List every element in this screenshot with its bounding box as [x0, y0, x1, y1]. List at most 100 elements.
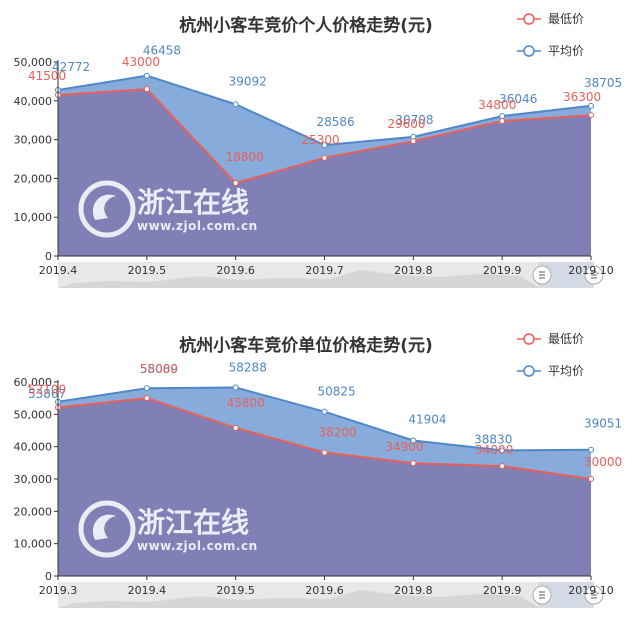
legend-label: 平均价 — [548, 44, 584, 58]
x-tick-label: 2019.4 — [128, 584, 167, 597]
lowest-price-data-label: 30000 — [584, 455, 622, 469]
average-price-data-label: 28586 — [317, 115, 355, 129]
average-price-point[interactable] — [321, 142, 328, 149]
data-zoom-handle-icon[interactable] — [532, 265, 552, 285]
x-tick-label: 2019.4 — [39, 264, 78, 277]
lowest-price-point[interactable] — [588, 112, 594, 119]
lowest-price-point[interactable] — [143, 395, 150, 402]
x-tick-label: 2019.9 — [483, 584, 522, 597]
y-tick-label: 40,000 — [14, 441, 53, 454]
average-price-data-label: 36046 — [499, 92, 537, 106]
average-price-data-label: 58089 — [140, 362, 178, 376]
watermark-name: 浙江在线 — [137, 186, 249, 219]
lowest-price-data-label: 34000 — [475, 443, 513, 457]
average-price-data-label: 39092 — [229, 74, 267, 88]
lowest-price-data-label: 36300 — [563, 90, 601, 104]
lowest-price-data-label: 55000 — [140, 362, 178, 376]
average-price-data-label: 42772 — [52, 60, 90, 74]
x-tick-label: 2019.5 — [216, 584, 255, 597]
average-price-point[interactable] — [143, 385, 150, 392]
unit-price-chart-svg: 杭州小客车竞价单位价格走势(元) 最低价平均价浙江在线www.zjol.com.c… — [14, 332, 622, 608]
logo-swirl — [92, 514, 116, 540]
watermark-name: 浙江在线 — [137, 506, 249, 539]
individual-price-chart: 杭州小客车竞价个人价格走势(元) 最低价平均价浙江在线 www.zjol.com.c… — [0, 0, 640, 310]
chart-title: 杭州小客车竞价个人价格走势(元) — [179, 15, 433, 36]
lowest-price-point[interactable] — [499, 463, 506, 470]
x-tick-label: 2019.10 — [568, 584, 614, 597]
legend-item-average-price[interactable]: 平均价 — [517, 364, 584, 378]
lowest-price-point[interactable] — [321, 449, 328, 456]
legend-label: 平均价 — [548, 364, 584, 378]
average-price-point[interactable] — [143, 72, 150, 79]
y-tick-label: 20,000 — [14, 172, 53, 185]
legend-item-average-price[interactable]: 平均价 — [517, 44, 584, 58]
x-tick-label: 2019.10 — [568, 264, 614, 277]
y-tick-label: 50,000 — [14, 408, 53, 421]
data-zoom-slider[interactable] — [58, 262, 604, 288]
y-tick-label: 0 — [45, 250, 52, 263]
y-tick-label: 50,000 — [14, 56, 53, 69]
x-tick-label: 2019.7 — [305, 264, 344, 277]
average-price-data-label: 41904 — [408, 413, 446, 427]
average-price-point[interactable] — [410, 437, 417, 444]
y-tick-label: 40,000 — [14, 95, 53, 108]
y-tick-label: 30,000 — [14, 134, 53, 147]
lowest-price-point[interactable] — [143, 86, 150, 93]
x-tick-label: 2019.6 — [216, 264, 255, 277]
average-price-data-label: 46458 — [143, 44, 181, 58]
lowest-price-data-label: 18800 — [226, 150, 264, 164]
zjol-swirl-logo-icon — [78, 180, 136, 238]
lowest-price-area — [58, 89, 591, 256]
lowest-price-data-label: 41500 — [28, 69, 66, 83]
legend-marker-icon — [523, 13, 535, 25]
average-price-point[interactable] — [588, 446, 594, 453]
legend-item-lowest-price[interactable]: 最低价 — [517, 332, 584, 346]
individual-price-chart-svg: 杭州小客车竞价个人价格走势(元) 最低价平均价浙江在线www.zjol.com.c… — [14, 12, 622, 288]
lowest-price-point[interactable] — [232, 180, 239, 187]
y-tick-label: 10,000 — [14, 211, 53, 224]
average-price-point[interactable] — [232, 384, 239, 391]
data-zoom-preview-shape — [58, 590, 540, 608]
data-zoom-handle-icon[interactable] — [532, 585, 552, 605]
average-price-point[interactable] — [588, 102, 594, 109]
average-price-point[interactable] — [232, 101, 239, 108]
legend-item-lowest-price[interactable]: 最低价 — [517, 12, 584, 26]
x-tick-label: 2019.6 — [305, 584, 344, 597]
lowest-price-point[interactable] — [588, 476, 594, 482]
y-tick-label: 60,000 — [14, 376, 53, 389]
lowest-price-point[interactable] — [410, 460, 417, 467]
lowest-price-data-label: 34800 — [478, 98, 516, 112]
data-zoom-handle-icon[interactable] — [584, 265, 604, 285]
x-tick-label: 2019.3 — [39, 584, 78, 597]
lowest-price-area — [58, 398, 591, 576]
lowest-price-point[interactable] — [321, 154, 328, 161]
lowest-price-data-label: 34900 — [385, 440, 423, 454]
lowest-price-data-label: 29600 — [387, 117, 425, 131]
average-price-data-label: 39051 — [584, 417, 622, 431]
legend-label: 最低价 — [548, 12, 584, 26]
average-price-data-label: 50825 — [318, 385, 356, 399]
zjol-swirl-logo-icon — [78, 500, 136, 558]
average-price-data-label: 38705 — [584, 76, 622, 90]
legend-marker-icon — [523, 365, 535, 377]
data-zoom-slider[interactable] — [58, 582, 604, 608]
lowest-price-point[interactable] — [499, 117, 506, 124]
legend-marker-icon — [523, 333, 535, 345]
y-tick-label: 30,000 — [14, 473, 53, 486]
average-price-data-label: 53867 — [28, 387, 66, 401]
average-price-point[interactable] — [499, 113, 506, 120]
x-tick-label: 2019.8 — [394, 264, 433, 277]
legend-label: 最低价 — [548, 332, 584, 346]
lowest-price-point[interactable] — [410, 138, 417, 145]
lowest-price-data-label: 25300 — [302, 133, 340, 147]
x-tick-label: 2019.9 — [483, 264, 522, 277]
data-zoom-handle-icon[interactable] — [584, 585, 604, 605]
average-price-point[interactable] — [499, 447, 506, 454]
lowest-price-point[interactable] — [232, 424, 239, 431]
x-tick-label: 2019.5 — [128, 264, 167, 277]
average-price-point[interactable] — [321, 408, 328, 415]
